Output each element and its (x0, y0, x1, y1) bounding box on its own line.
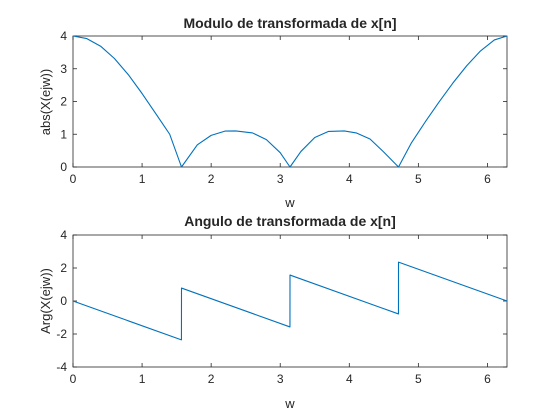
y-tick-label: -2 (56, 327, 67, 341)
y-tick-label: 0 (60, 294, 67, 308)
x-tick-label: 1 (139, 372, 146, 386)
y-tick-label: 4 (60, 228, 67, 242)
x-tick-label: 1 (139, 172, 146, 186)
x-tick-label: 4 (346, 172, 353, 186)
series-line (72, 261, 508, 341)
y-tick-label: -4 (56, 360, 67, 374)
x-tick-label: 2 (208, 172, 215, 186)
plot-area-magnitude: 0 1 2 3 4 5 6 0 1 2 3 4 (60, 29, 508, 186)
x-tick-label: 0 (70, 172, 77, 186)
x-tick-label: 3 (277, 172, 284, 186)
y-tick-label: 2 (60, 261, 67, 275)
y-tick-label: 2 (60, 95, 67, 109)
plot-area-phase: 0 1 2 3 4 5 6 -4 -2 0 2 4 (56, 228, 508, 386)
x-axis-label: w (284, 195, 295, 210)
chart-title: Angulo de transformada de x[n] (184, 213, 396, 229)
x-tick-label: 6 (484, 172, 491, 186)
subplot-magnitude: Modulo de transformada de x[n] 0 1 2 3 4 5 6 0 1… (38, 15, 508, 210)
chart-title: Modulo de transformada de x[n] (183, 15, 396, 31)
y-axis-label: Arg(X(ejw)) (38, 268, 53, 334)
x-tick-label: 5 (415, 172, 422, 186)
subplot-phase: Angulo de transformada de x[n] 0 1 2 3 4 5 6 -4… (38, 213, 508, 411)
x-tick-label: 4 (346, 372, 353, 386)
y-tick-label: 4 (60, 29, 67, 43)
x-tick-label: 0 (70, 372, 77, 386)
series-line (72, 35, 508, 168)
x-tick-label: 6 (484, 372, 491, 386)
x-tick-label: 2 (208, 372, 215, 386)
x-tick-label: 5 (415, 372, 422, 386)
x-axis-label: w (284, 396, 295, 411)
x-tick-label: 3 (277, 372, 284, 386)
y-tick-label: 0 (60, 160, 67, 174)
y-tick-label: 1 (60, 127, 67, 141)
y-tick-label: 3 (60, 62, 67, 76)
y-axis-label: abs(X(ejw)) (38, 69, 53, 135)
